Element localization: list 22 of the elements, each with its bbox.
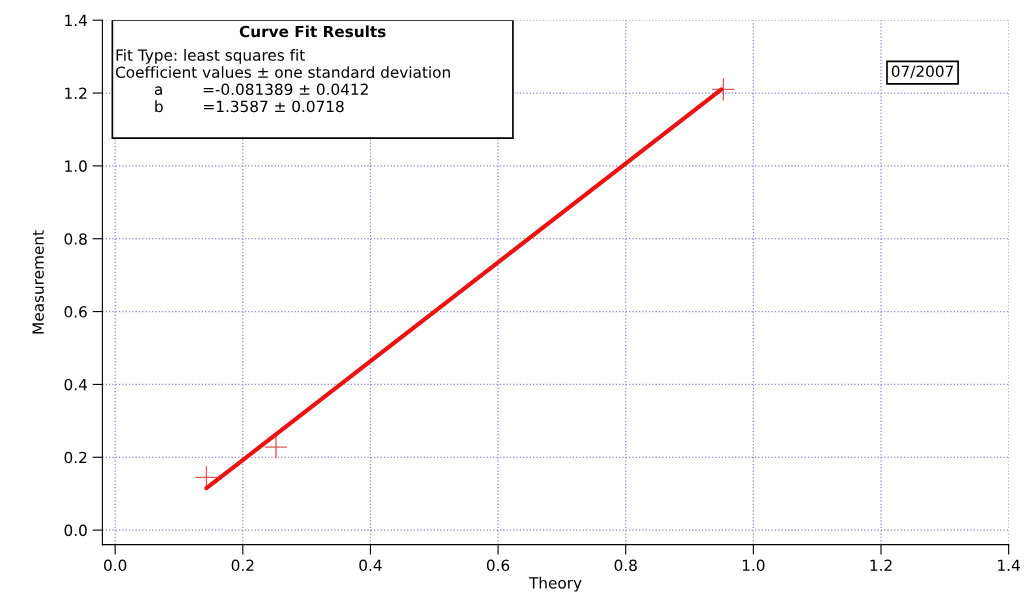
x-tick-label: 0.4: [359, 559, 382, 572]
x-axis-title: Theory: [528, 576, 582, 592]
y-tick-label: 1.0: [65, 160, 87, 172]
y-tick-label: 1.4: [65, 14, 87, 26]
y-tick-label: 0.2: [64, 451, 87, 464]
annotation: Fit Type: least squares fit Coefficient values ± one standard deviation a =-0.081389 ± 0.0412 b =1.3587 ± 0.0718: [115, 49, 450, 113]
y-tick-label: 0.6: [64, 306, 87, 318]
x-tick-label: 0.2: [231, 559, 254, 572]
y-axis-title: Measurement: [32, 230, 44, 334]
y-tick-label: 0.0: [64, 524, 87, 537]
y-tick-label: 0.8: [64, 233, 87, 245]
x-tick-label: 0.0: [104, 559, 127, 572]
x-tick-label: 1.4: [998, 559, 1020, 571]
annotation: 07/2007: [891, 65, 953, 79]
x-tick-label: 0.8: [614, 559, 637, 572]
annotation: Curve Fit Results: [239, 25, 386, 38]
y-tick-label: 0.4: [64, 378, 87, 391]
x-tick-label: 1.2: [870, 559, 892, 571]
x-tick-label: 0.6: [486, 559, 510, 572]
y-tick-label: 1.2: [65, 87, 87, 99]
point: [264, 435, 288, 459]
x-tick-label: 1.0: [742, 559, 765, 572]
